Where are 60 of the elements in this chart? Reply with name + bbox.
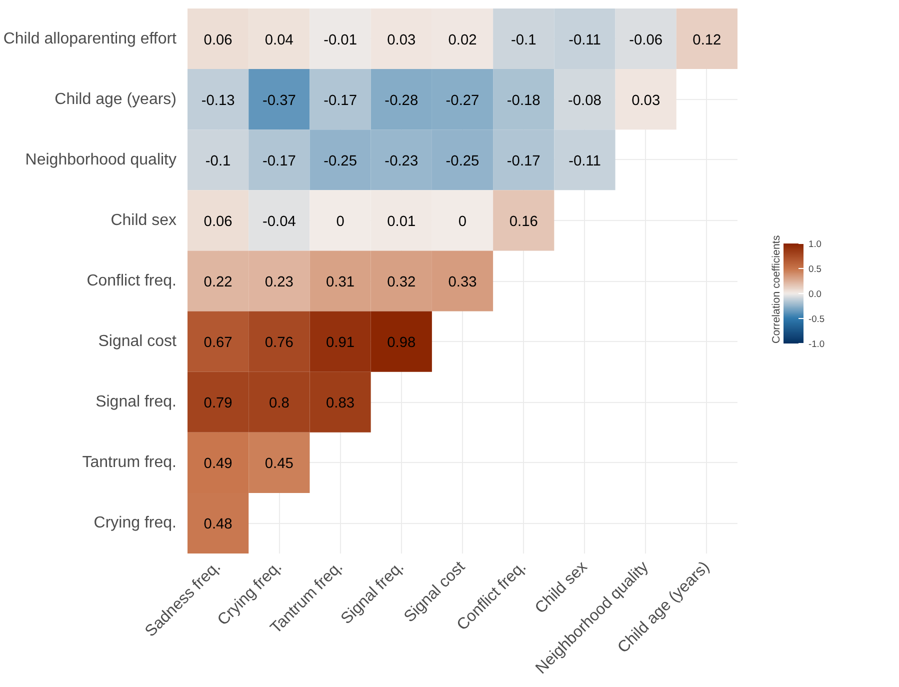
y-tick-label: Signal freq.	[96, 394, 176, 411]
data-label: 0.12	[692, 32, 722, 48]
y-tick-label: Child sex	[110, 212, 177, 229]
data-label: 0.45	[264, 456, 294, 472]
data-label: -0.13	[201, 92, 235, 109]
data-label: 0.32	[387, 274, 416, 290]
data-label: -0.18	[506, 92, 540, 109]
y-tick-label: Child age (years)	[54, 90, 176, 108]
y-tick-label: Crying freq.	[94, 514, 177, 532]
data-label: -0.17	[506, 153, 540, 170]
data-label: 0.76	[264, 335, 294, 352]
data-label: 0	[336, 214, 344, 230]
data-label: 0.03	[387, 32, 416, 48]
y-tick-label: Tantrum freq.	[82, 454, 177, 472]
data-label: 0.22	[204, 274, 232, 290]
data-label: 0.91	[326, 335, 355, 352]
data-label: -0.25	[446, 153, 480, 170]
data-label: -0.04	[262, 214, 296, 230]
data-label: 0.67	[204, 335, 232, 352]
data-label: -0.06	[629, 32, 663, 48]
data-label: 0.48	[204, 516, 232, 533]
data-label: -0.37	[262, 92, 296, 109]
data-label: 0.02	[448, 32, 477, 48]
data-label: 0.79	[204, 396, 232, 412]
data-label: 0.01	[387, 214, 416, 230]
data-label: -0.1	[510, 32, 536, 48]
color-bar-label: 1.0	[808, 239, 822, 249]
data-label: -0.17	[324, 92, 357, 109]
data-label: -0.08	[568, 92, 602, 109]
color-bar-label: 0.0	[808, 289, 822, 299]
data-label: -0.23	[384, 153, 418, 170]
data-label: 0.83	[326, 396, 355, 412]
y-tick-label: Conflict freq.	[86, 272, 176, 290]
data-label: 0.33	[448, 274, 477, 290]
data-label: 0	[458, 214, 467, 230]
data-label: -0.25	[324, 153, 357, 170]
y-tick-label: Child alloparenting effort	[3, 30, 178, 48]
data-label: -0.17	[262, 153, 296, 170]
data-label: 0.8	[268, 396, 290, 412]
data-label: 0.49	[204, 456, 232, 472]
data-label: -0.01	[324, 32, 357, 48]
data-label: 0.06	[204, 214, 232, 230]
data-label: -0.11	[568, 32, 601, 48]
data-label: -0.28	[384, 92, 418, 109]
color-bar-label: 0.5	[808, 264, 822, 274]
data-label: 0.23	[264, 274, 294, 290]
data-label: 0.31	[326, 274, 355, 290]
color-bar-title: Correlation coefficients	[770, 235, 782, 344]
color-bar-label: -1.0	[808, 339, 825, 349]
color-bar-label: -0.5	[808, 314, 825, 324]
data-label: 0.98	[387, 335, 416, 352]
data-label: 0.06	[204, 32, 232, 48]
data-label: -0.27	[446, 92, 480, 109]
data-label: -0.1	[205, 153, 231, 170]
y-tick-label: Signal cost	[98, 333, 178, 350]
data-label: 0.16	[509, 214, 538, 230]
data-label: -0.11	[568, 153, 601, 170]
data-label: 0.04	[264, 32, 294, 48]
data-label: 0.03	[632, 92, 660, 109]
y-tick-label: Neighborhood quality	[25, 151, 176, 168]
